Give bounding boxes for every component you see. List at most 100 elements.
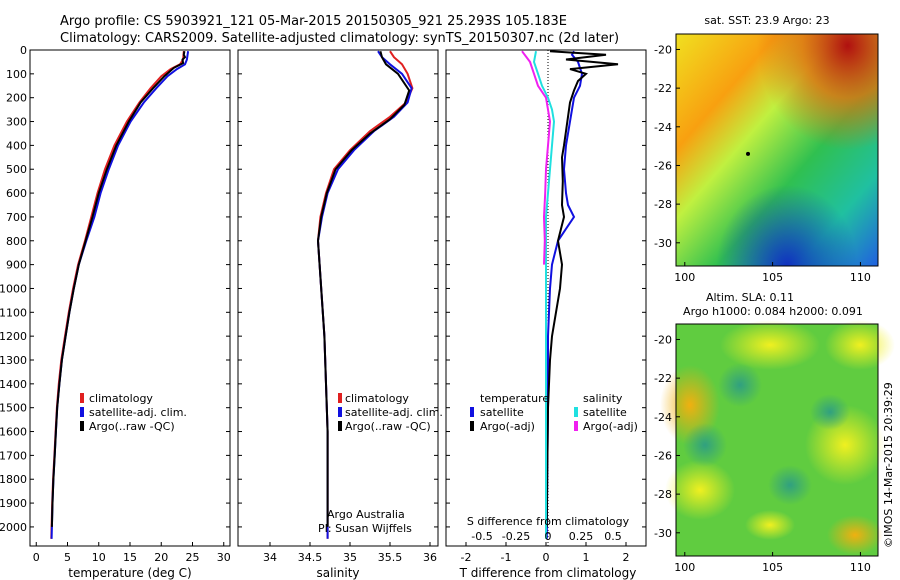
temperature-x-axis: 0 5 10 15 20 25 30	[33, 542, 231, 564]
map-y-tick-label: -22	[654, 82, 672, 95]
y-tick-label: 400	[6, 139, 27, 152]
y-tick-label: 900	[6, 259, 27, 272]
s-diff-tick: 0.5	[604, 530, 622, 543]
y-tick-label: 500	[6, 163, 27, 176]
s-diff-tick: -0.25	[502, 530, 530, 543]
legend-swatch-s-argo	[574, 421, 578, 431]
legend-label-t-satellite: satellite	[480, 406, 524, 419]
sla-blob	[718, 363, 762, 407]
sla-blob	[683, 423, 727, 467]
map-y-tick-label: -24	[654, 121, 672, 134]
sla-map-axes: 100 105 110 -20 -22 -24 -26 -28 -30	[654, 333, 871, 574]
imos-credit: ©IMOS 14-Mar-2015 20:39:29	[882, 382, 895, 548]
y-tick-label: 100	[6, 68, 27, 81]
legend-label-argo: Argo(..raw -QC)	[345, 420, 431, 433]
series-line	[50, 51, 187, 527]
x-tick-label: 10	[92, 551, 106, 564]
x-tick-label: 5	[64, 551, 71, 564]
salinity-axes-frame	[237, 49, 439, 547]
y-tick-label: 1800	[0, 473, 27, 486]
legend-label-climatology: climatology	[89, 392, 153, 405]
temperature-panel: 0100200300400500600700800900100011001200…	[0, 44, 231, 580]
sla-blob	[665, 460, 735, 520]
temperature-xlabel: temperature (deg C)	[68, 566, 191, 580]
series-line	[545, 50, 619, 527]
y-tick-label: 1300	[0, 354, 27, 367]
y-tick-label: 1700	[0, 449, 27, 462]
legend-label-s-satellite: satellite	[583, 406, 627, 419]
x-tick-label: 34	[263, 551, 277, 564]
legend-label-climatology: climatology	[345, 392, 409, 405]
map-y-tick-label: -26	[654, 449, 672, 462]
y-tick-label: 0	[20, 44, 27, 57]
difference-series	[521, 50, 619, 539]
map-x-tick-label: 105	[762, 271, 783, 284]
x-tick-label: 30	[217, 551, 231, 564]
x-tick-label: 2	[623, 551, 630, 564]
sst-map-frame	[675, 33, 879, 267]
legend-label-satellite: satellite-adj. clim.	[89, 406, 187, 419]
series-line	[521, 50, 552, 265]
y-tick-label: 300	[6, 116, 27, 129]
legend-swatch-argo	[338, 421, 342, 431]
series-line	[316, 50, 414, 539]
legend-header-temperature: temperature	[480, 392, 549, 405]
x-tick-label: 34.5	[298, 551, 323, 564]
x-tick-label: -1	[501, 551, 512, 564]
sla-blob	[810, 394, 850, 430]
legend-swatch-s-satellite	[574, 407, 578, 417]
y-tick-label: 1000	[0, 282, 27, 295]
y-tick-label: 1500	[0, 402, 27, 415]
y-tick-label: 700	[6, 211, 27, 224]
legend-swatch-t-satellite	[470, 407, 474, 417]
difference-depth-ticks	[446, 49, 646, 528]
sst-map-panel: sat. SST: 23.9 Argo: 23	[654, 14, 879, 284]
x-tick-label: 15	[123, 551, 137, 564]
map-y-tick-label: -30	[654, 527, 672, 540]
s-diff-tick: 0.25	[569, 530, 594, 543]
y-tick-label: 800	[6, 235, 27, 248]
map-y-tick-label: -20	[654, 333, 672, 346]
sla-map-title: Altim. SLA: 0.11	[706, 291, 794, 304]
y-tick-label: 1200	[0, 330, 27, 343]
salinity-depth-ticks	[238, 49, 438, 528]
map-y-tick-label: -20	[654, 43, 672, 56]
y-tick-label: 1600	[0, 426, 27, 439]
map-x-tick-label: 100	[674, 271, 695, 284]
series-line	[545, 50, 584, 539]
t-difference-xlabel: T difference from climatology	[459, 566, 637, 580]
salinity-panel: 34 34.5 35 35.5 36 salinity climatology sate…	[237, 49, 443, 580]
temperature-series	[50, 51, 190, 539]
salinity-x-axis: 34 34.5 35 35.5 36	[263, 542, 437, 564]
x-tick-label: -2	[461, 551, 472, 564]
y-tick-label: 2000	[0, 521, 27, 534]
legend-label-satellite: satellite-adj. clim.	[345, 406, 443, 419]
sla-map-frame	[675, 323, 879, 557]
s-diff-tick: 0	[545, 530, 552, 543]
x-tick-label: 20	[154, 551, 168, 564]
x-tick-label: 35	[343, 551, 357, 564]
legend-label-argo: Argo(..raw -QC)	[89, 420, 175, 433]
credit-pi: PI: Susan Wijffels	[318, 522, 412, 535]
map-x-tick-label: 110	[850, 271, 871, 284]
legend-swatch-climatology	[338, 393, 342, 403]
y-tick-label: 200	[6, 92, 27, 105]
map-y-tick-label: -28	[654, 198, 672, 211]
sla-blob	[827, 515, 883, 555]
salinity-series	[316, 50, 414, 539]
series-line	[50, 51, 185, 539]
x-tick-label: 36	[423, 551, 437, 564]
depth-axis: 0 100 200 300 400 500 600 700 800 900 1000 1100 1200…	[0, 44, 230, 534]
salinity-legend: climatology satellite-adj. clim. Argo(..…	[338, 392, 443, 433]
y-tick-label: 1900	[0, 497, 27, 510]
credit-institution: Argo Australia	[327, 508, 405, 521]
sla-map-panel: Altim. SLA: 0.11 Argo h1000: 0.084 h2000…	[654, 291, 895, 574]
x-tick-label: 25	[186, 551, 200, 564]
difference-panel: -2 -1 0 1 2 S difference from climatology -0…	[445, 49, 647, 580]
sla-map-subtitle: Argo h1000: 0.084 h2000: 0.091	[683, 305, 863, 318]
sst-map-axes: 100 105 110 -20 -22 -24 -26 -28 -30	[654, 43, 871, 284]
legend-swatch-satellite	[338, 407, 342, 417]
map-y-tick-label: -26	[654, 159, 672, 172]
sla-anomaly-blobs	[660, 320, 895, 555]
legend-header-salinity: salinity	[583, 392, 623, 405]
